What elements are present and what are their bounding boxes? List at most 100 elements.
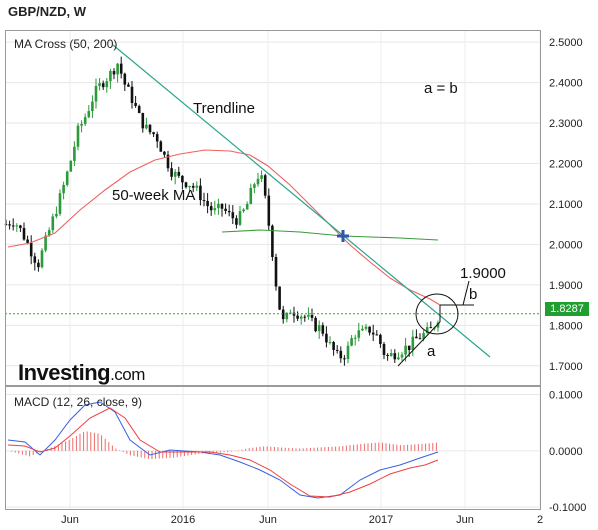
candle-body xyxy=(206,200,209,207)
x-tick-label: Jun xyxy=(61,514,79,526)
candle-body xyxy=(8,224,11,226)
candle-body xyxy=(159,141,163,152)
investing-logo: Investing.com xyxy=(18,360,145,385)
candle-body xyxy=(220,203,224,209)
candle-body xyxy=(321,325,325,334)
candle-body xyxy=(307,314,310,317)
candle-body xyxy=(19,225,22,228)
candle-body xyxy=(69,160,73,172)
x-tick-label: 2017 xyxy=(369,514,393,526)
candle-body xyxy=(94,86,98,102)
candle-body xyxy=(303,316,307,318)
candle-body xyxy=(101,83,105,88)
candle-body xyxy=(202,200,206,202)
candle-body xyxy=(289,312,292,314)
candle-body xyxy=(152,132,155,135)
candle-body xyxy=(130,86,134,103)
candle-body xyxy=(83,117,87,124)
target-price-annotation: 1.9000 xyxy=(460,265,506,282)
candle-body xyxy=(199,185,202,201)
price-tick-label: 2.4000 xyxy=(549,78,583,90)
candle-body xyxy=(170,168,173,177)
candle-body xyxy=(332,342,335,350)
candle-body xyxy=(51,216,55,231)
macd-label: MACD (12, 26, close, 9) xyxy=(14,395,143,409)
candle-body xyxy=(296,315,299,319)
candle-body xyxy=(393,353,397,360)
x-tick-label: 2 xyxy=(537,514,543,526)
candle-body xyxy=(339,350,343,359)
candle-body xyxy=(335,349,339,351)
candle-body xyxy=(137,105,141,113)
candle-body xyxy=(80,123,83,126)
candle-body xyxy=(231,212,235,219)
candle-body xyxy=(325,333,328,343)
candle-body xyxy=(310,314,314,318)
candle-body xyxy=(422,333,425,339)
candle-body xyxy=(213,208,217,211)
candle-body xyxy=(263,175,267,196)
candle-body xyxy=(224,208,227,211)
candle-body xyxy=(55,213,58,217)
candle-body xyxy=(425,327,429,334)
candle-body xyxy=(33,256,37,263)
candle-body xyxy=(91,101,94,112)
price-tick-label: 2.2000 xyxy=(549,159,583,171)
candle-body xyxy=(382,343,386,355)
candle-body xyxy=(62,184,65,194)
candle-body xyxy=(407,345,411,350)
candle-body xyxy=(116,63,119,75)
candle-body xyxy=(350,338,353,346)
candle-body xyxy=(188,185,191,188)
candle-body xyxy=(379,334,382,344)
candle-body xyxy=(217,203,220,209)
candle-body xyxy=(11,225,15,227)
candle-body xyxy=(314,317,317,332)
candle-body xyxy=(235,218,238,225)
candle-body xyxy=(37,262,40,268)
candle-body xyxy=(40,250,44,268)
price-tick-label: 2.1000 xyxy=(549,199,583,211)
candle-body xyxy=(285,312,289,320)
candle-body xyxy=(145,124,148,129)
candle-body xyxy=(141,112,145,129)
candle-body xyxy=(123,73,127,85)
trendline-annotation: Trendline xyxy=(193,100,255,117)
candle-body xyxy=(177,171,181,176)
candle-body xyxy=(375,334,379,336)
candle-body xyxy=(353,337,357,339)
ma-cross-label: MA Cross (50, 200) xyxy=(14,37,118,51)
signal-line xyxy=(7,407,439,498)
ma50-line xyxy=(7,149,441,306)
x-tick-label: 2016 xyxy=(171,514,195,526)
candle-body xyxy=(112,71,116,75)
candle-body xyxy=(26,239,29,243)
candle-body xyxy=(364,326,368,329)
candle-body xyxy=(76,125,80,147)
candle-body xyxy=(148,124,152,133)
price-tick-label: 2.0000 xyxy=(549,239,583,251)
candle-body xyxy=(249,187,253,205)
candle-body xyxy=(242,209,245,212)
candle-body xyxy=(418,338,422,340)
macd-tick-label: 0.0000 xyxy=(549,446,583,458)
x-tick-label: Jun xyxy=(456,514,474,526)
candle-body xyxy=(260,175,263,179)
ma50-annotation: 50-week MA xyxy=(112,187,196,204)
candle-body xyxy=(357,330,361,338)
price-tick-label: 1.9000 xyxy=(549,280,583,292)
price-tick-label: 2.5000 xyxy=(549,37,583,49)
candle-body xyxy=(404,345,407,355)
candle-body xyxy=(181,175,184,183)
leg-a-line xyxy=(397,321,441,367)
candle-body xyxy=(105,81,109,88)
candle-body xyxy=(299,316,303,319)
candle-body xyxy=(155,134,159,142)
candle-body xyxy=(253,184,256,188)
candle-body xyxy=(281,309,285,320)
candle-body xyxy=(119,63,123,74)
price-tick-label: 1.8000 xyxy=(549,320,583,332)
candle-body xyxy=(44,235,47,251)
candle-body xyxy=(22,227,26,240)
